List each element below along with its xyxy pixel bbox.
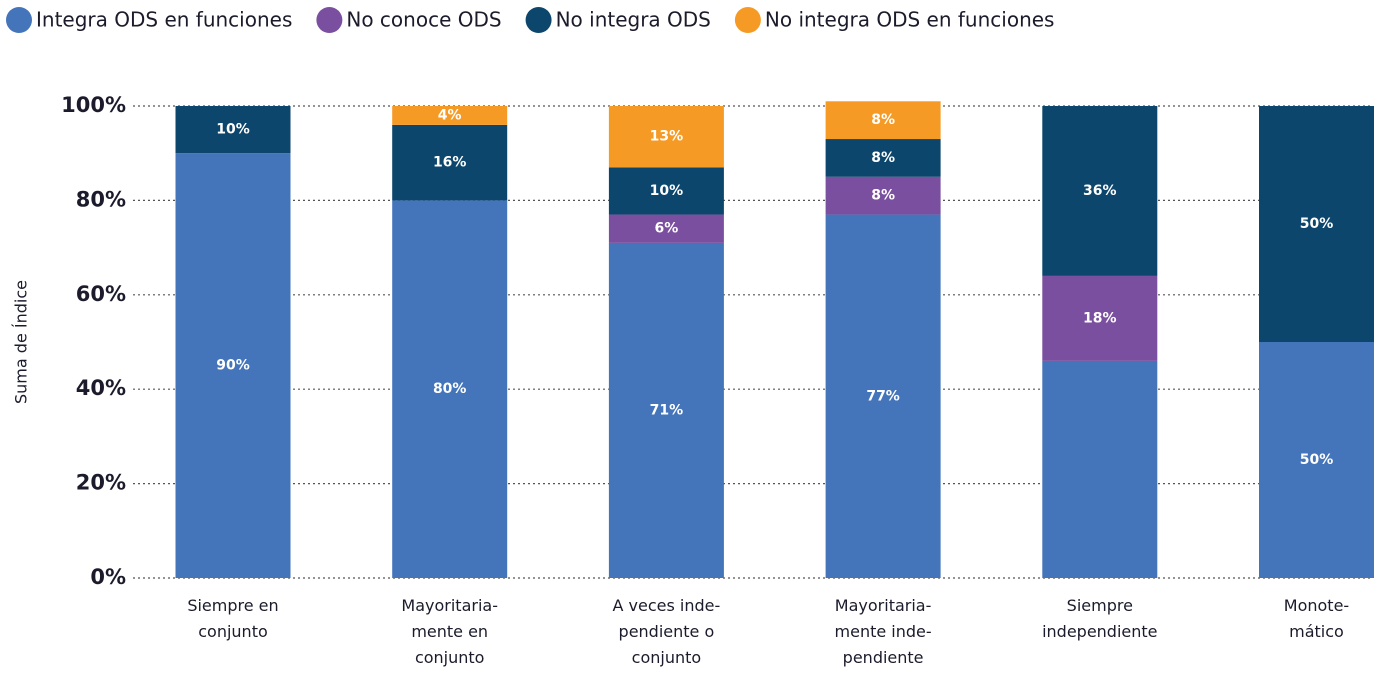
bar-segment — [608, 242, 724, 578]
legend-swatch — [734, 7, 761, 33]
bar-segment — [825, 214, 941, 578]
x-tick-label: Mayoritaria-mente en conjunto — [401, 596, 498, 667]
bar-segment — [1042, 360, 1158, 578]
y-tick-label: 80% — [76, 187, 126, 211]
value-label: 18% — [1083, 310, 1117, 326]
bar-segment — [825, 101, 941, 140]
x-tick-line: Monote- — [1284, 596, 1349, 615]
legend-label: No conoce ODS — [346, 8, 501, 32]
value-label: 71% — [650, 402, 684, 418]
y-tick-label: 20% — [76, 471, 126, 495]
legend-label: No integra ODS en funciones — [765, 8, 1055, 32]
bar-segment — [608, 106, 724, 168]
bar-segment — [1259, 106, 1374, 342]
legend-swatch — [6, 7, 32, 33]
bar-segment — [1259, 342, 1374, 578]
y-tick-label: 40% — [76, 376, 126, 400]
x-tick-line: mente inde- — [835, 622, 932, 641]
x-tick-line: mente en — [411, 622, 488, 641]
x-tick-line: independiente — [1042, 622, 1157, 641]
y-tick-label: 60% — [76, 282, 126, 306]
x-tick-line: pendiente — [843, 648, 924, 667]
bar-segment — [392, 200, 508, 578]
bar-segment — [175, 106, 291, 154]
x-tick-label: Mayoritaria-mente inde-pendiente — [835, 596, 932, 667]
bar-segment — [608, 167, 724, 215]
bar-segment — [392, 106, 508, 125]
bar-segment — [1042, 106, 1158, 276]
value-label: 8% — [871, 112, 895, 128]
x-tick-line: Mayoritaria- — [401, 596, 498, 615]
x-tick-label: A veces inde-pendiente o conjunto — [613, 596, 721, 667]
bar-segment — [825, 139, 941, 177]
y-axis-label: Suma de Índice — [12, 280, 31, 404]
value-label: 90% — [216, 358, 250, 374]
bar-segment — [175, 153, 291, 578]
value-label: 10% — [216, 122, 250, 138]
value-label: 77% — [866, 388, 900, 404]
x-tick-line: conjunto — [632, 648, 702, 667]
legend-label: No integra ODS — [556, 8, 711, 32]
x-tick-line: Siempre en — [187, 596, 278, 615]
x-tick-label: Monote-mático — [1284, 596, 1349, 641]
bar-segment — [1042, 275, 1158, 361]
x-tick-line: conjunto — [415, 648, 485, 667]
value-label: 13% — [650, 129, 684, 145]
bar-segment — [392, 124, 508, 201]
legend-swatch — [525, 7, 552, 33]
value-label: 8% — [871, 188, 895, 204]
value-label: 50% — [1300, 216, 1334, 232]
y-tick-label: 100% — [61, 93, 126, 117]
x-tick-line: mático — [1289, 622, 1344, 641]
bar-segment — [608, 214, 724, 243]
x-tick-line: conjunto — [198, 622, 268, 641]
x-tick-line: Mayoritaria- — [835, 596, 932, 615]
x-tick-line: pendiente o — [619, 622, 715, 641]
value-label: 6% — [655, 221, 679, 237]
value-label: 16% — [433, 155, 467, 171]
x-tick-line: A veces inde- — [613, 596, 721, 615]
value-label: 10% — [650, 183, 684, 199]
legend-swatch — [316, 7, 343, 33]
value-label: 8% — [871, 150, 895, 166]
x-tick-label: Siempre independiente — [1042, 596, 1157, 641]
value-label: 36% — [1083, 183, 1117, 199]
legend-label: Integra ODS en funciones — [36, 8, 292, 32]
value-label: 50% — [1300, 452, 1334, 468]
bar-segment — [825, 176, 941, 215]
y-tick-label: 0% — [90, 565, 126, 589]
value-label: 80% — [433, 381, 467, 397]
x-tick-label: Siempre en conjunto — [187, 596, 278, 641]
x-tick-line: Siempre — [1067, 596, 1133, 615]
value-label: 4% — [438, 107, 462, 123]
